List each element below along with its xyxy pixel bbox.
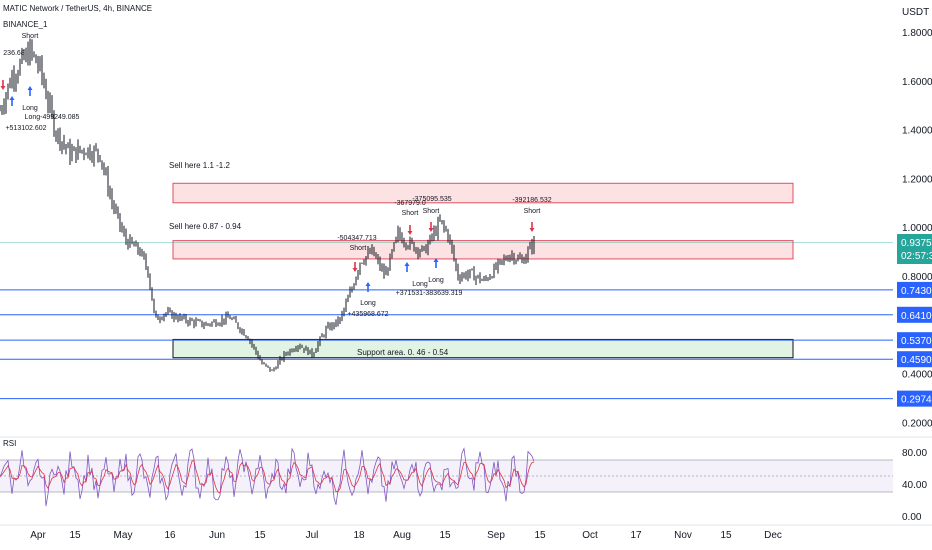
- sell-zone-lower-label: Sell here 0.87 - 0.94: [169, 222, 242, 231]
- long-arrow: [433, 258, 439, 268]
- short-arrow: [0, 80, 6, 90]
- short-value-label: -504347.713: [337, 235, 376, 242]
- price-tick-label: 1.2000: [902, 174, 932, 185]
- price-tick-label: 1.6000: [902, 77, 932, 88]
- short-value-label: -367979.0: [394, 200, 426, 207]
- price-tick-label: 1.0000: [902, 223, 932, 234]
- currency-label: USDT: [902, 7, 929, 18]
- long-value-label: +513102.602: [5, 125, 46, 132]
- long-label: Long: [22, 105, 38, 112]
- time-tick-label: 17: [630, 530, 642, 541]
- short-arrow: [428, 222, 434, 232]
- long-arrow: [404, 262, 410, 272]
- time-tick-label: Apr: [30, 530, 46, 541]
- price-tick-label: 1.8000: [902, 28, 932, 39]
- time-tick-label: 15: [720, 530, 732, 541]
- sell-zone-lower[interactable]: [172, 240, 794, 260]
- level-badge: [897, 351, 932, 368]
- zones-layer: Sell here 1.1 -1.2 Sell here 0.87 - 0.94 S…: [169, 161, 794, 359]
- level-badge: [897, 281, 932, 298]
- long-label: Long: [428, 277, 444, 284]
- level-badge: [897, 306, 932, 323]
- support-zone-label: Support area. 0. 46 - 0.54: [357, 348, 449, 357]
- sell-zone-upper[interactable]: [172, 182, 794, 204]
- rsi-series: [0, 447, 535, 507]
- price-tick-label: 1.4000: [902, 126, 932, 137]
- rsi-line: [0, 447, 535, 507]
- short-arrow: [352, 262, 358, 272]
- long-arrow: [27, 86, 33, 96]
- short-value-label: 236.68: [3, 50, 25, 57]
- level-badge-label: 0.6410: [901, 311, 932, 322]
- level-badge: [897, 332, 932, 349]
- time-tick-label: 15: [69, 530, 81, 541]
- signals-layer: 236.68 Short Long Long-499249.085 +513102.60…: [0, 33, 552, 318]
- time-axis[interactable]: Apr 15 May 16 Jun 15 Jul 18 Aug 15 Sep 15 Oct 17 Nov 15…: [30, 530, 782, 541]
- time-tick-label: 15: [254, 530, 266, 541]
- short-value-label: -375095.535: [412, 196, 451, 203]
- long-arrow: [9, 96, 15, 106]
- short-value-label: -392186.532: [512, 197, 551, 204]
- level-badge-label: 0.5370: [901, 336, 932, 347]
- level-badge-label: 0.4590: [901, 355, 932, 366]
- current-price-value: 0.9375: [901, 238, 932, 249]
- support-zone[interactable]: [172, 338, 794, 359]
- time-tick-label: 15: [439, 530, 451, 541]
- rsi-label: RSI: [3, 439, 16, 448]
- level-badge: [897, 390, 932, 407]
- time-tick-label: 15: [534, 530, 546, 541]
- short-label: Short: [402, 210, 419, 217]
- short-label: Short: [423, 208, 440, 215]
- symbol-title: MATIC Network / TetherUS, 4h, BINANCE: [3, 4, 152, 13]
- short-label: Short: [350, 245, 367, 252]
- long-arrow: [365, 282, 371, 292]
- time-tick-label: Aug: [393, 530, 411, 541]
- time-tick-label: Sep: [487, 530, 505, 541]
- levels-layer: 0.7430 0.6410 0.5370 0.4590 0.2974: [0, 242, 932, 407]
- time-tick-label: Jul: [306, 530, 319, 541]
- time-tick-label: Oct: [582, 530, 598, 541]
- current-price-timer: 02:57:35: [901, 251, 932, 262]
- long-value-label: +371531-383639.319: [396, 290, 463, 297]
- price-axis[interactable]: 1.8000 1.6000 1.4000 1.2000 1.0000 0.8000 0.40…: [902, 28, 932, 523]
- short-arrow: [529, 222, 535, 232]
- level-badge-label: 0.2974: [901, 395, 932, 406]
- price-tick-label: 0.8000: [902, 272, 932, 283]
- time-tick-label: Nov: [674, 530, 692, 541]
- time-tick-label: 16: [164, 530, 176, 541]
- short-arrow: [407, 225, 413, 235]
- long-value-label: +435968.672: [347, 311, 388, 318]
- long-label: Long: [412, 281, 428, 288]
- price-tick-label: 0.2000: [902, 418, 932, 429]
- time-tick-label: Jun: [209, 530, 225, 541]
- level-badge-label: 0.7430: [901, 286, 932, 297]
- rsi-tick-label: 40.00: [902, 480, 927, 491]
- long-value-label: Long-499249.085: [25, 114, 80, 121]
- price-series: [0, 38, 535, 372]
- sell-zone-upper-label: Sell here 1.1 -1.2: [169, 161, 230, 170]
- long-label: Long: [360, 300, 376, 307]
- price-tick-label: 0.4000: [902, 370, 932, 381]
- time-tick-label: May: [114, 530, 133, 541]
- short-label: Short: [22, 33, 39, 40]
- current-price-badge: [897, 234, 932, 264]
- indicator-title: BINANCE_1: [3, 20, 48, 29]
- short-label: Short: [524, 208, 541, 215]
- rsi-tick-label: 80.00: [902, 448, 927, 459]
- time-tick-label: Dec: [764, 530, 782, 541]
- rsi-ma-line: [0, 460, 535, 494]
- rsi-tick-label: 0.00: [902, 512, 922, 523]
- time-tick-label: 18: [353, 530, 365, 541]
